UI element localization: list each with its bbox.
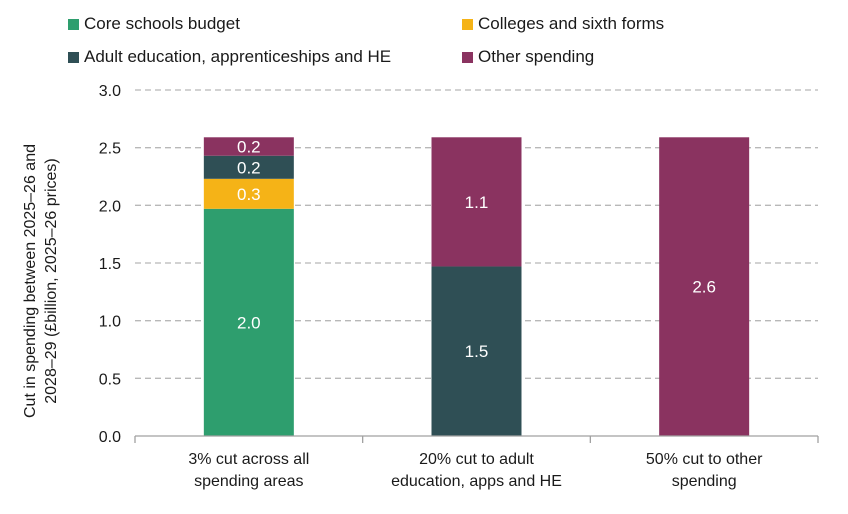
y-tick-label: 0.5	[99, 371, 121, 388]
data-label: 0.2	[237, 158, 261, 177]
x-category-label-line: spending areas	[194, 473, 303, 490]
bar-segment	[203, 178, 294, 209]
bar-segment	[659, 137, 750, 436]
legend-label-adult-education: Adult education, apprenticeships and HE	[84, 47, 392, 66]
legend-item-core-schools: Core schools budget	[68, 14, 240, 34]
bar-segment	[431, 266, 522, 436]
legend-label-colleges: Colleges and sixth forms	[478, 14, 665, 33]
x-category-label-line: 50% cut to other	[646, 451, 763, 468]
data-label: 1.5	[465, 342, 489, 361]
legend-item-other-spending: Other spending	[462, 47, 594, 67]
y-tick-label: 0.0	[99, 429, 121, 446]
x-category-label-line: education, apps and HE	[391, 473, 562, 490]
legend: Core schools budget Colleges and sixth f…	[0, 0, 848, 80]
y-tick-label: 2.0	[99, 198, 121, 215]
legend-swatch-other-spending	[462, 51, 473, 63]
x-category-label-line: 3% cut across all	[188, 451, 309, 468]
bar-segment	[203, 137, 294, 156]
legend-swatch-adult-education	[68, 51, 79, 63]
legend-swatch-core-schools	[68, 18, 79, 30]
x-axis: 3% cut across all spending areas 20% cut t…	[134, 435, 819, 490]
legend-swatch-colleges	[462, 18, 473, 30]
legend-label-core-schools: Core schools budget	[84, 14, 240, 33]
x-category-label-line: 20% cut to adult	[419, 451, 534, 468]
x-category-label: 50% cut to other spending	[646, 451, 763, 490]
legend-label-other-spending: Other spending	[478, 47, 595, 66]
bar-segment	[431, 137, 522, 267]
x-category-label: 20% cut to adult education, apps and HE	[391, 451, 562, 490]
legend-item-adult-education: Adult education, apprenticeships and HE	[68, 47, 391, 67]
x-category-label-line: spending	[672, 473, 737, 490]
y-axis-title-line: Cut in spending between 2025–26 and	[22, 144, 39, 418]
data-label: 0.3	[237, 185, 261, 204]
data-label: 2.0	[237, 313, 261, 332]
x-category-label: 3% cut across all spending areas	[188, 451, 309, 490]
y-axis-title-line: 2028–29 (£billion, 2025–26 prices)	[43, 158, 60, 404]
y-tick-label: 1.5	[99, 256, 121, 273]
bar-segment	[203, 155, 294, 179]
y-tick-label: 1.0	[99, 314, 121, 331]
y-axis-title: Cut in spending between 2025–26 and 2028–…	[22, 144, 60, 418]
data-label: 0.2	[237, 138, 261, 157]
bar-segment	[203, 208, 294, 436]
y-tick-label: 3.0	[99, 83, 121, 100]
y-axis-ticks: 0.0 0.5 1.0 1.5 2.0 2.5 3.0	[99, 83, 121, 446]
data-label: 1.1	[465, 193, 489, 212]
y-tick-label: 2.5	[99, 141, 121, 158]
data-label: 2.6	[692, 278, 716, 297]
legend-item-colleges: Colleges and sixth forms	[462, 14, 664, 34]
bars: 2.0 0.3 0.20.2 1.5 1.1 2.6	[203, 137, 750, 436]
